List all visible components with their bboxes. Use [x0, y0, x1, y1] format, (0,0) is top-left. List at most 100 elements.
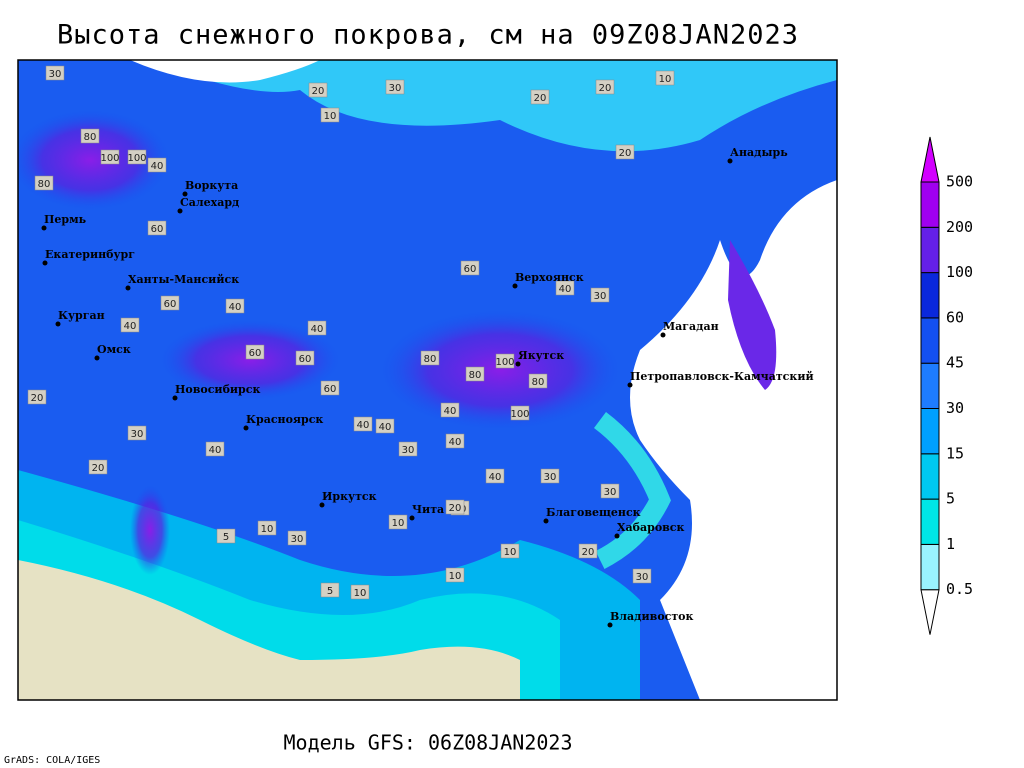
map-label: 80	[469, 370, 482, 381]
map-label: 5	[327, 586, 333, 597]
map-label: 30	[291, 534, 304, 545]
map-label-box	[420, 350, 440, 366]
map-label-box	[225, 298, 245, 314]
map-label: 30	[636, 572, 649, 583]
map-label: 30	[49, 69, 62, 80]
colorbar-label: 500	[946, 173, 973, 191]
map-label-box	[308, 82, 328, 98]
map-label-box	[595, 79, 615, 95]
city-dot	[727, 158, 733, 164]
colorbar-label: 1	[946, 535, 955, 553]
map-label: 20	[534, 93, 547, 104]
city-dot	[614, 533, 620, 539]
city-name: Магадан	[663, 320, 719, 333]
colorbar-bin	[920, 272, 940, 319]
city-name: Верхоянск	[515, 271, 584, 284]
map-label-box	[147, 157, 167, 173]
city-name: Курган	[58, 309, 105, 322]
colorbar-label: 0.5	[946, 580, 973, 598]
map-label-box	[245, 344, 265, 360]
map-label-box	[445, 433, 465, 449]
city-name: Чита	[412, 503, 444, 516]
map-label-box	[540, 468, 560, 484]
map	[18, 60, 837, 700]
city-dot	[627, 382, 633, 388]
map-label: 30	[604, 487, 617, 498]
colorbar-label: 200	[946, 218, 973, 236]
city-dot	[125, 285, 131, 291]
map-label-box	[500, 543, 520, 559]
map-label: 60	[324, 384, 337, 395]
map-label-box	[27, 389, 47, 405]
city-name: Хабаровск	[617, 521, 684, 534]
colorbar-label: 100	[946, 263, 973, 281]
map-label-box	[460, 260, 480, 276]
map-label-box	[45, 65, 65, 81]
map-label: 20	[92, 463, 105, 474]
map-label: 30	[402, 445, 415, 456]
map-label: 40	[444, 406, 457, 417]
city-name: Якутск	[518, 349, 564, 362]
city-dot	[182, 191, 188, 197]
city-dot	[243, 425, 249, 431]
title: Высота снежного покрова, см на 09Z08JAN2…	[57, 20, 799, 51]
map-label-box	[485, 468, 505, 484]
map-label-box	[88, 459, 108, 475]
city-dot	[172, 395, 178, 401]
city-dot	[543, 518, 549, 524]
map-label: 30	[389, 83, 402, 94]
map-label: 20	[31, 393, 44, 404]
map-label: 40	[449, 437, 462, 448]
map-label-box	[320, 380, 340, 396]
city-dot	[512, 283, 518, 289]
map-label-box	[590, 287, 610, 303]
map-label: 30	[544, 472, 557, 483]
colorbar-bin	[920, 226, 940, 274]
map-label-box	[127, 149, 147, 165]
map-label: 60	[299, 354, 312, 365]
map-label: 30	[131, 429, 144, 440]
city-name: Иркутск	[322, 490, 377, 503]
colorbar-bin	[920, 543, 940, 591]
map-label: 20	[582, 547, 595, 558]
map-label-box	[385, 79, 405, 95]
map-label-box	[578, 543, 598, 559]
map-label-box	[353, 416, 373, 432]
colorbar-bin	[920, 498, 940, 545]
map-label: 20	[312, 86, 325, 97]
city-name: Благовещенск	[546, 506, 641, 519]
city-dot	[42, 260, 48, 266]
city-dot	[41, 225, 47, 231]
map-label-box	[615, 144, 635, 160]
map-label-box	[257, 520, 277, 536]
colorbar-bin	[920, 136, 940, 183]
map-label: 40	[489, 472, 502, 483]
map-label: 100	[127, 153, 146, 164]
city-dot	[515, 361, 521, 367]
city-name: Екатеринбург	[45, 248, 135, 261]
colorbar-bin	[920, 362, 940, 410]
city-name: Пермь	[44, 213, 87, 226]
city-name: Воркута	[185, 179, 238, 192]
map-label: 80	[38, 179, 51, 190]
map-label: 80	[532, 377, 545, 388]
map-label: 40	[379, 422, 392, 433]
colorbar-label: 60	[946, 308, 964, 326]
city-dot	[409, 515, 415, 521]
map-label-box	[600, 483, 620, 499]
map-label: 40	[151, 161, 164, 172]
map-label-box	[445, 499, 465, 515]
map-label: 20	[619, 148, 632, 159]
map-label: 100	[510, 409, 529, 420]
map-label-box	[127, 425, 147, 441]
map-label-box	[287, 530, 307, 546]
map-label-box	[34, 175, 54, 191]
city-dot	[177, 208, 183, 214]
city-name: Салехард	[180, 196, 239, 209]
model-label: Модель GFS: 06Z08JAN2023	[284, 731, 573, 755]
city-name: Анадырь	[730, 146, 788, 159]
credit: GrADS: COLA/IGES	[4, 755, 100, 766]
map-label: 40	[229, 302, 242, 313]
map-label-box	[295, 350, 315, 366]
